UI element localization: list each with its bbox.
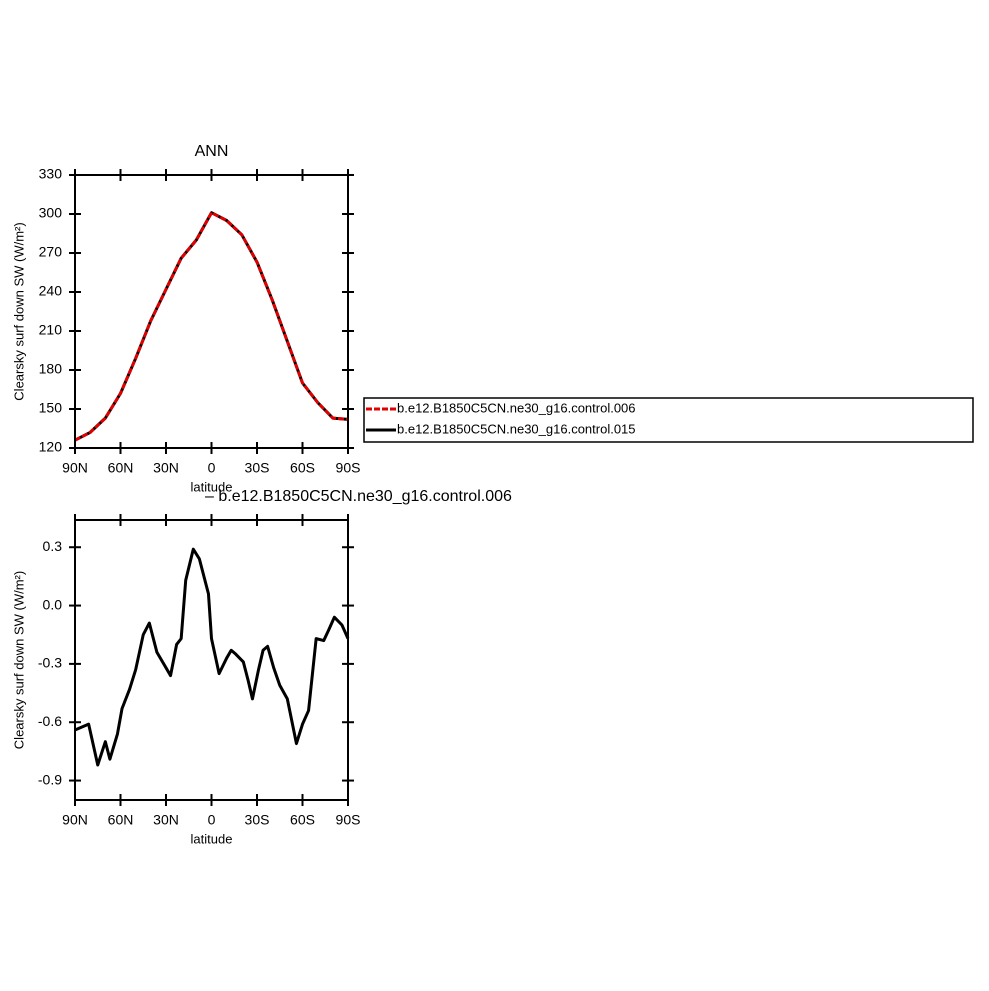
legend-box — [363, 397, 974, 443]
x-tick-label: 90S — [336, 460, 361, 476]
x-tick-label: 90S — [336, 812, 361, 828]
plot-frame — [74, 519, 349, 801]
y-tick-label: 300 — [39, 205, 63, 221]
chart-title: ANN — [195, 143, 229, 160]
x-tick-label: 60N — [108, 812, 134, 828]
x-tick-label: 90N — [62, 460, 88, 476]
x-tick-label: 0 — [208, 812, 216, 828]
y-tick-label: 330 — [39, 166, 63, 182]
y-tick-label: 150 — [39, 400, 63, 416]
y-tick-label: 0.3 — [43, 538, 63, 554]
x-axis-label: latitude — [191, 479, 233, 494]
x-tick-label: 60S — [290, 812, 315, 828]
data-line — [74, 211, 349, 442]
y-tick-label: 120 — [39, 439, 63, 455]
y-axis-label: Clearsky surf down SW (W/m²) — [11, 222, 26, 400]
legend-label: b.e12.B1850C5CN.ne30_g16.control.015 — [397, 421, 636, 436]
x-tick-label: 30N — [153, 812, 179, 828]
y-axis-label: Clearsky surf down SW (W/m²) — [11, 571, 26, 749]
y-tick-label: 240 — [39, 283, 63, 299]
data-line — [74, 547, 350, 767]
chart-title: – b.e12.B1850C5CN.ne30_g16.control.006 — [205, 488, 512, 505]
x-tick-label: 0 — [208, 460, 216, 476]
y-tick-label: 270 — [39, 244, 63, 260]
y-tick-label: 210 — [39, 322, 63, 338]
x-tick-label: 60S — [290, 460, 315, 476]
y-tick-label: -0.3 — [38, 655, 62, 671]
y-tick-label: -0.6 — [38, 713, 62, 729]
x-tick-label: 60N — [108, 460, 134, 476]
x-tick-label: 30S — [245, 812, 270, 828]
y-tick-label: 180 — [39, 361, 63, 377]
legend-label: b.e12.B1850C5CN.ne30_g16.control.006 — [397, 400, 636, 415]
y-tick-label: 0.0 — [43, 596, 63, 612]
x-tick-label: 90N — [62, 812, 88, 828]
data-line — [74, 211, 349, 442]
plot-frame — [74, 174, 349, 449]
x-axis-label: latitude — [191, 831, 233, 846]
x-tick-label: 30S — [245, 460, 270, 476]
x-tick-label: 30N — [153, 460, 179, 476]
y-tick-label: -0.9 — [38, 771, 62, 787]
